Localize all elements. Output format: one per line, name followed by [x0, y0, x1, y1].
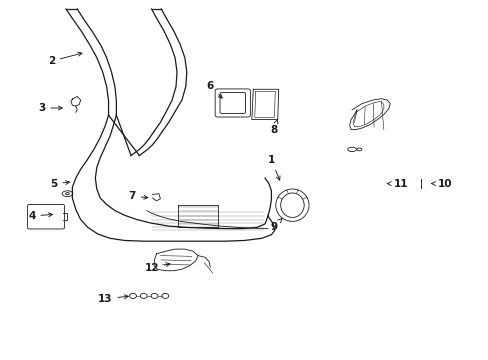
- Text: 3: 3: [38, 103, 62, 113]
- Text: 9: 9: [270, 219, 282, 232]
- Text: 4: 4: [28, 211, 52, 221]
- Text: 13: 13: [98, 294, 128, 304]
- Text: 12: 12: [144, 263, 169, 273]
- Text: 10: 10: [431, 179, 451, 189]
- Text: 5: 5: [50, 179, 69, 189]
- Text: 11: 11: [386, 179, 407, 189]
- Text: 8: 8: [270, 119, 277, 135]
- Text: 2: 2: [48, 52, 82, 66]
- Text: 7: 7: [128, 191, 147, 201]
- Text: 6: 6: [206, 81, 222, 98]
- Text: 1: 1: [267, 155, 280, 180]
